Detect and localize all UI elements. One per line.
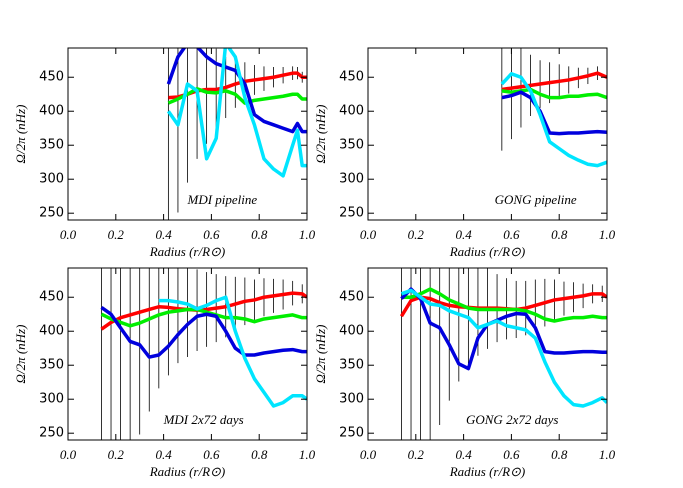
x-tick-label: 1.0 (599, 447, 616, 462)
plot-frame (67, 267, 308, 441)
x-tick-label: 0.8 (551, 227, 568, 242)
x-axis-label: Radius (r/R⊙) (449, 244, 526, 259)
y-tick-label: 300 (39, 392, 64, 407)
x-tick-label: 0.4 (155, 447, 172, 462)
data-line (100, 307, 307, 328)
x-tick-label: 0.0 (360, 447, 377, 462)
x-tick-label: 0.6 (503, 227, 520, 242)
y-tick-label: 350 (39, 138, 64, 153)
y-tick-label: 250 (339, 206, 364, 221)
data-line (400, 287, 607, 371)
x-tick-label: 0.0 (360, 227, 377, 242)
y-axis-label: Ω/2π (nHz) (313, 325, 328, 384)
x-tick-label: 0.2 (408, 447, 425, 462)
y-tick-label: 400 (339, 104, 364, 119)
x-axis-label: Radius (r/R⊙) (149, 464, 226, 479)
x-tick-label: 0.0 (60, 227, 77, 242)
data-line (501, 71, 607, 92)
plot-frame (67, 47, 308, 221)
plot-area (500, 48, 607, 168)
y-axis-label: Ω/2π (nHz) (313, 105, 328, 164)
x-tick-label: 0.0 (60, 447, 77, 462)
data-line (501, 90, 607, 136)
data-line (158, 295, 307, 408)
y-tick-label: 400 (39, 104, 64, 119)
annotation: GONG 2x72 days (466, 412, 558, 427)
x-tick-label: 0.4 (455, 227, 472, 242)
x-tick-label: 0.2 (108, 227, 125, 242)
x-tick-label: 0.2 (108, 447, 125, 462)
y-tick-label: 450 (39, 70, 64, 85)
data-line (167, 87, 307, 105)
y-tick-label: 250 (39, 426, 64, 441)
x-tick-label: 0.8 (251, 227, 268, 242)
x-tick-label: 0.2 (408, 227, 425, 242)
y-axis-label: Ω/2π (nHz) (13, 105, 28, 164)
x-tick-label: 0.8 (551, 447, 568, 462)
y-tick-label: 350 (339, 358, 364, 373)
annotation: MDI 2x72 days (163, 412, 244, 427)
x-tick-label: 0.6 (203, 227, 220, 242)
x-axis-label: Radius (r/R⊙) (449, 464, 526, 479)
x-tick-label: 0.6 (503, 447, 520, 462)
y-tick-label: 350 (39, 358, 64, 373)
x-tick-label: 0.8 (251, 447, 268, 462)
data-line (500, 72, 607, 168)
data-line (401, 287, 607, 323)
x-tick-label: 0.4 (155, 227, 172, 242)
plot-frame (367, 47, 608, 221)
plot-area (399, 268, 607, 440)
y-tick-label: 450 (39, 290, 64, 305)
x-tick-label: 1.0 (299, 447, 316, 462)
x-axis-label: Radius (r/R⊙) (149, 244, 226, 259)
plot-area (166, 48, 307, 220)
y-tick-label: 300 (339, 172, 364, 187)
x-tick-label: 1.0 (299, 227, 316, 242)
y-tick-label: 450 (339, 70, 364, 85)
data-line (166, 48, 307, 134)
x-tick-label: 0.4 (455, 447, 472, 462)
data-line (166, 48, 307, 178)
annotation: MDI pipeline (187, 192, 258, 207)
plot-frame (367, 267, 608, 441)
data-line (100, 306, 307, 359)
y-axis-label: Ω/2π (nHz) (13, 325, 28, 384)
y-tick-label: 250 (39, 206, 64, 221)
y-tick-label: 450 (339, 290, 364, 305)
plot-area (100, 268, 307, 440)
x-tick-label: 0.6 (203, 447, 220, 462)
y-tick-label: 250 (339, 426, 364, 441)
y-tick-label: 300 (339, 392, 364, 407)
y-tick-label: 400 (339, 324, 364, 339)
y-tick-label: 350 (339, 138, 364, 153)
data-line (400, 288, 607, 408)
y-tick-label: 400 (39, 324, 64, 339)
annotation: GONG pipeline (495, 192, 577, 207)
y-tick-label: 300 (39, 172, 64, 187)
data-line (100, 291, 307, 331)
x-tick-label: 1.0 (599, 227, 616, 242)
